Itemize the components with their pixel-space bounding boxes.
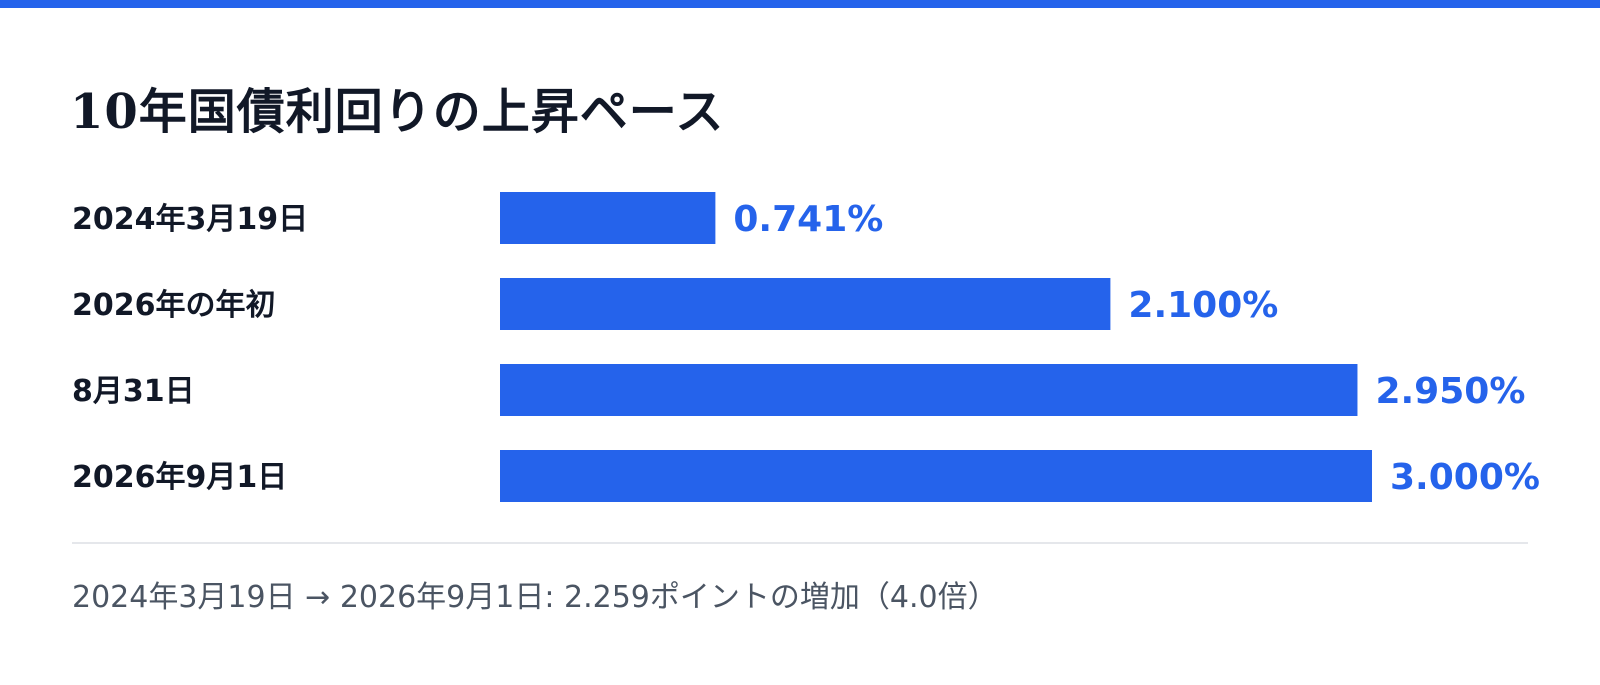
- top-accent-bar: [0, 0, 1600, 8]
- category-label: 2026年の年初: [72, 288, 276, 323]
- divider: [72, 542, 1528, 544]
- value-label: 0.741%: [733, 199, 883, 240]
- bar: [500, 192, 716, 244]
- category-label: 2026年9月1日: [72, 460, 287, 495]
- chart-title: 10年国債利回りの上昇ペース: [70, 84, 725, 140]
- value-label: 2.100%: [1128, 285, 1278, 326]
- category-label: 2024年3月19日: [72, 202, 308, 237]
- bar: [500, 450, 1372, 502]
- value-label: 2.950%: [1375, 371, 1525, 412]
- bar: [500, 278, 1111, 330]
- summary-text: 2024年3月19日 → 2026年9月1日: 2.259ポイントの増加（4.0…: [72, 580, 998, 615]
- bar-chart: 2024年3月19日 0.741% 2026年の年初 2.100% 8月31日 2.950…: [72, 192, 1540, 502]
- category-label: 8月31日: [72, 374, 195, 409]
- value-label: 3.000%: [1390, 457, 1540, 498]
- bar: [500, 364, 1358, 416]
